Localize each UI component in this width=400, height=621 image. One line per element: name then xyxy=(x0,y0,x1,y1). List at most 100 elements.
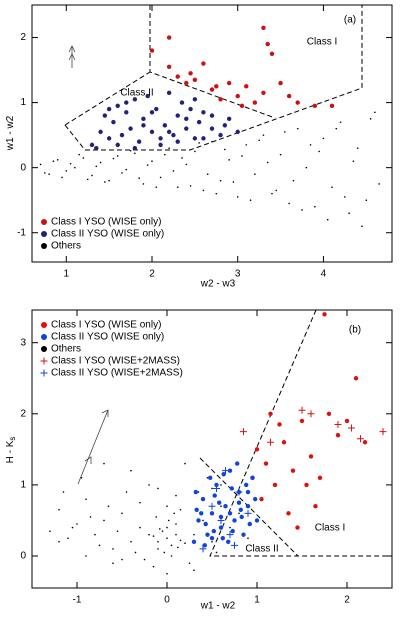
data-point xyxy=(362,440,368,445)
data-point xyxy=(111,119,116,125)
data-point xyxy=(184,462,186,465)
data-point xyxy=(39,163,42,166)
data-point xyxy=(95,165,98,168)
data-point xyxy=(166,129,172,135)
data-point xyxy=(85,555,87,557)
data-point xyxy=(230,528,235,534)
data-point xyxy=(107,505,110,508)
data-point xyxy=(357,435,364,443)
data-point xyxy=(91,174,93,177)
data-point xyxy=(245,144,248,146)
data-point xyxy=(89,516,92,518)
boundary xyxy=(199,457,299,557)
data-point xyxy=(189,185,192,187)
data-point xyxy=(218,514,224,520)
data-point xyxy=(106,106,112,112)
data-point xyxy=(166,572,168,575)
legend-marker xyxy=(41,219,47,225)
data-point xyxy=(175,139,180,144)
data-point xyxy=(98,129,103,135)
reddening-vector xyxy=(101,409,109,417)
data-point xyxy=(305,166,308,169)
data-point xyxy=(146,164,149,166)
data-point xyxy=(344,196,346,198)
data-point xyxy=(155,516,157,518)
data-point xyxy=(157,548,159,550)
data-point xyxy=(172,170,175,172)
data-point xyxy=(261,25,266,30)
region-label: Class I xyxy=(315,523,346,534)
data-point xyxy=(200,496,206,502)
data-point xyxy=(170,544,173,547)
data-point xyxy=(249,199,252,201)
data-point xyxy=(115,142,120,148)
data-point xyxy=(295,525,300,530)
data-point xyxy=(322,137,325,140)
data-point xyxy=(244,84,249,89)
legend-marker xyxy=(41,231,47,237)
y-tick-label: 1 xyxy=(20,97,26,108)
data-point xyxy=(286,93,292,99)
data-point xyxy=(48,173,50,175)
data-point xyxy=(112,548,114,550)
data-point xyxy=(331,186,333,188)
legend-label: Class II YSO (WISE+2MASS) xyxy=(51,368,183,379)
data-point xyxy=(211,528,216,534)
data-point xyxy=(268,411,273,417)
data-point xyxy=(171,132,176,138)
data-point xyxy=(193,489,198,495)
plot-frame xyxy=(31,309,393,589)
data-point xyxy=(211,487,213,490)
data-point xyxy=(121,172,123,174)
data-point xyxy=(119,132,125,138)
data-point xyxy=(159,528,161,530)
data-point xyxy=(219,179,222,182)
boundary xyxy=(64,5,363,151)
data-point xyxy=(202,543,207,548)
data-point xyxy=(220,505,222,508)
data-point xyxy=(82,157,85,159)
data-point xyxy=(201,61,206,66)
boundary xyxy=(64,71,151,126)
x-tick-label: 2 xyxy=(344,595,350,606)
data-point xyxy=(326,411,332,417)
data-point xyxy=(145,93,150,99)
data-point xyxy=(166,35,172,40)
reddening-vector xyxy=(77,409,109,485)
data-point xyxy=(339,121,342,123)
data-point xyxy=(158,142,163,148)
data-point xyxy=(222,467,229,475)
data-point xyxy=(245,489,251,495)
data-point xyxy=(218,525,224,530)
data-point xyxy=(226,539,231,544)
data-point xyxy=(261,90,266,96)
data-point xyxy=(94,533,96,536)
data-point xyxy=(149,129,155,135)
data-point xyxy=(213,484,220,492)
data-point xyxy=(227,511,233,516)
data-point xyxy=(130,540,132,543)
y-tick-label: 1 xyxy=(20,480,26,491)
data-point xyxy=(241,532,246,537)
data-point xyxy=(296,127,299,130)
data-point xyxy=(215,192,218,195)
y-tick-label: 3 xyxy=(20,337,26,348)
data-point xyxy=(98,544,101,547)
data-point xyxy=(209,536,215,541)
data-point xyxy=(208,475,213,480)
data-point xyxy=(217,500,222,505)
data-point xyxy=(130,469,132,472)
x-axis-label: w2 - w3 xyxy=(200,279,236,290)
data-point xyxy=(254,518,260,523)
data-point xyxy=(166,526,168,529)
legend-marker xyxy=(41,334,47,340)
data-point xyxy=(201,136,206,141)
data-point xyxy=(124,110,129,115)
data-point xyxy=(154,106,159,112)
data-point xyxy=(197,491,200,493)
data-point xyxy=(218,132,223,138)
data-point xyxy=(317,475,323,480)
data-point xyxy=(304,482,309,488)
data-point xyxy=(85,498,87,500)
data-point xyxy=(155,186,158,188)
